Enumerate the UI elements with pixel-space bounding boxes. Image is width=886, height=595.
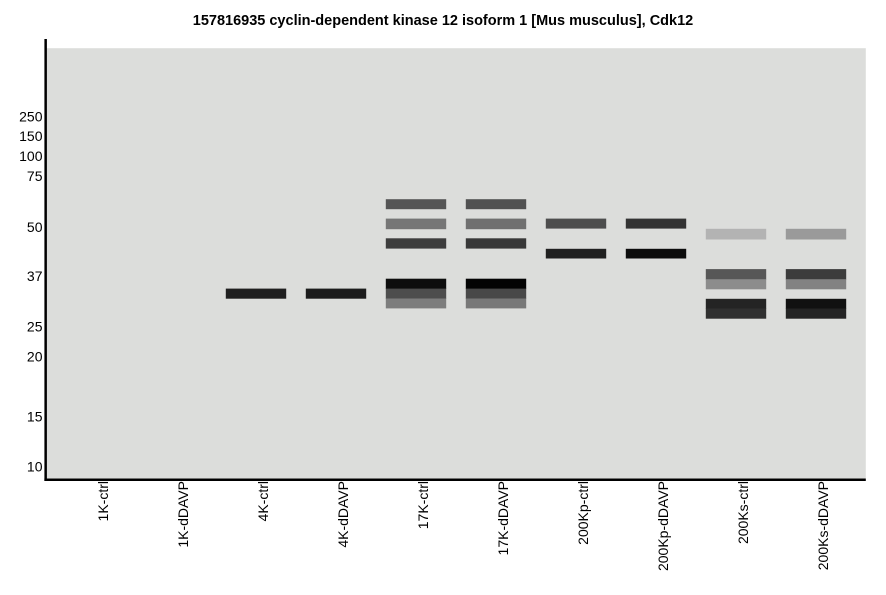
svg-text:150: 150 (19, 128, 43, 144)
svg-text:100: 100 (19, 148, 43, 164)
svg-text:50: 50 (27, 219, 43, 235)
svg-text:1K-ctrl: 1K-ctrl (95, 481, 111, 521)
svg-text:20: 20 (27, 349, 43, 365)
svg-text:200Ks-dDAVP: 200Ks-dDAVP (815, 481, 831, 570)
svg-text:25: 25 (27, 319, 43, 335)
svg-text:1K-dDAVP: 1K-dDAVP (175, 481, 191, 548)
svg-text:10: 10 (27, 458, 43, 474)
svg-text:37: 37 (27, 268, 43, 284)
svg-text:200Kp-dDAVP: 200Kp-dDAVP (655, 481, 671, 571)
svg-text:15: 15 (27, 409, 43, 425)
svg-text:200Ks-ctrl: 200Ks-ctrl (735, 481, 751, 544)
svg-text:200Kp-ctrl: 200Kp-ctrl (575, 481, 591, 545)
svg-text:250: 250 (19, 109, 43, 125)
svg-text:157816935 cyclin-dependent kin: 157816935 cyclin-dependent kinase 12 iso… (193, 13, 693, 29)
svg-text:4K-ctrl: 4K-ctrl (255, 481, 271, 521)
svg-text:4K-dDAVP: 4K-dDAVP (335, 481, 351, 548)
svg-text:17K-dDAVP: 17K-dDAVP (495, 481, 511, 555)
svg-text:17K-ctrl: 17K-ctrl (415, 481, 431, 529)
svg-text:75: 75 (27, 168, 43, 184)
